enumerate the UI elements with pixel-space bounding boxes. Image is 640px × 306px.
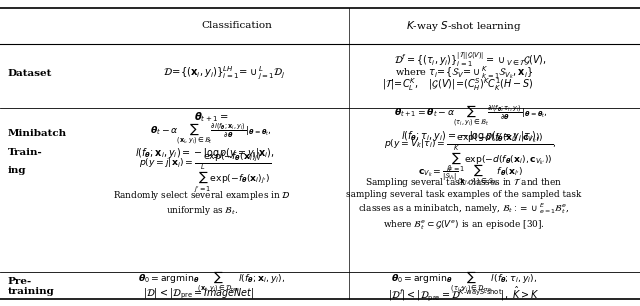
Text: $\mathcal{D}\!=\!\{(\mathbf{x}_i,y_i)\}_{i=1}^{LH}\!=\!\cup_{j=1}^{L}\mathcal{D}: $\mathcal{D}\!=\!\{(\mathbf{x}_i,y_i)\}_… [163,64,285,82]
Text: ing: ing [8,166,26,175]
Text: $\boldsymbol{\theta}_{t+1} = $: $\boldsymbol{\theta}_{t+1} = $ [194,110,228,124]
Text: where $\tau_i\!=\!\{\mathcal{S}_V\!=\!\cup_{k=1}^{K}\mathcal{S}_{V_k},\mathbf{x}: where $\tau_i\!=\!\{\mathcal{S}_V\!=\!\c… [395,64,533,80]
Text: $\mathbf{c}_{V_k} = \frac{1}{|\mathcal{S}_{V_k}|}\sum_{(\mathbf{x}_{i^{\prime}},: $\mathbf{c}_{V_k} = \frac{1}{|\mathcal{S… [418,162,523,188]
Text: Train-: Train- [8,147,42,157]
Text: Classification: Classification [202,21,272,30]
Text: $\boldsymbol{\theta}_0 = \text{argmin}_{\boldsymbol{\theta}}\sum_{(\tau_i,y_i)\i: $\boldsymbol{\theta}_0 = \text{argmin}_{… [391,269,537,295]
Text: $p(y=V_k|\tau_i) = \dfrac{\exp(-d(f_{\boldsymbol{\theta}}(\mathbf{x}_i),\mathbf{: $p(y=V_k|\tau_i) = \dfrac{\exp(-d(f_{\bo… [384,132,557,174]
Text: Dataset: Dataset [8,69,52,77]
Text: Sampling several task classes in $\mathcal{T}$ and then
sampling several task ex: Sampling several task classes in $\mathc… [346,176,582,232]
Text: Randomly select several examples in $\mathcal{D}$
uniformly as $\mathcal{B}_t$.: Randomly select several examples in $\ma… [113,189,291,217]
Text: $l(f_{\boldsymbol{\theta}};\tau_i,y_i) = -\log p(y=y_i|\tau_i),$: $l(f_{\boldsymbol{\theta}};\tau_i,y_i) =… [401,129,540,143]
Text: $l(f_{\boldsymbol{\theta}};\mathbf{x}_i,y_i) = -\log p(y=y_i|\mathbf{x}_i),$: $l(f_{\boldsymbol{\theta}};\mathbf{x}_i,… [135,146,275,160]
Text: $\boldsymbol{\theta}_t - \alpha\sum_{(\mathbf{x}_i,y_i)\in\mathcal{B}_t} \frac{\: $\boldsymbol{\theta}_t - \alpha\sum_{(\m… [150,122,272,147]
Text: $K$-way $S$-shot learning: $K$-way $S$-shot learning [406,19,522,33]
Text: $p(y=j|\mathbf{x}_i) = \dfrac{\exp(-f_{\boldsymbol{\theta}}(\mathbf{x}_i)_j)}{\s: $p(y=j|\mathbf{x}_i) = \dfrac{\exp(-f_{\… [139,150,271,194]
Text: Minibatch: Minibatch [8,129,67,138]
Text: $|\mathcal{D}| < |\mathcal{D}_{\text{pre}} = ImageNet|$: $|\mathcal{D}| < |\mathcal{D}_{\text{pre… [143,287,254,301]
Text: training: training [8,287,54,296]
Text: $\mathcal{D}^f = \{(\tau_i,y_i)\}_{i=1}^{|\mathcal{T}||\mathcal{G}(V)|}= \cup_{V: $\mathcal{D}^f = \{(\tau_i,y_i)\}_{i=1}^… [394,50,547,69]
Text: $|\mathcal{D}^f| < |\mathcal{D}_{\text{pre}} = \mathcal{D}^{\hat{K}\text{-way}S\: $|\mathcal{D}^f| < |\mathcal{D}_{\text{p… [388,285,540,304]
Text: Pre-: Pre- [8,277,32,286]
Text: $|\mathcal{T}|\!=\!C_L^K,\quad|\mathcal{G}(V)|\!=\!(C_H^S)^K C_K^1(H-S)$: $|\mathcal{T}|\!=\!C_L^K,\quad|\mathcal{… [381,76,534,93]
Text: $\boldsymbol{\theta}_{t+1} = \boldsymbol{\theta}_t - \alpha\sum_{(\tau_i,y_i)\in: $\boldsymbol{\theta}_{t+1} = \boldsymbol… [394,104,547,129]
Text: $\boldsymbol{\theta}_0 = \text{argmin}_{\boldsymbol{\theta}}\sum_{(\mathbf{x}_i,: $\boldsymbol{\theta}_0 = \text{argmin}_{… [138,269,285,295]
